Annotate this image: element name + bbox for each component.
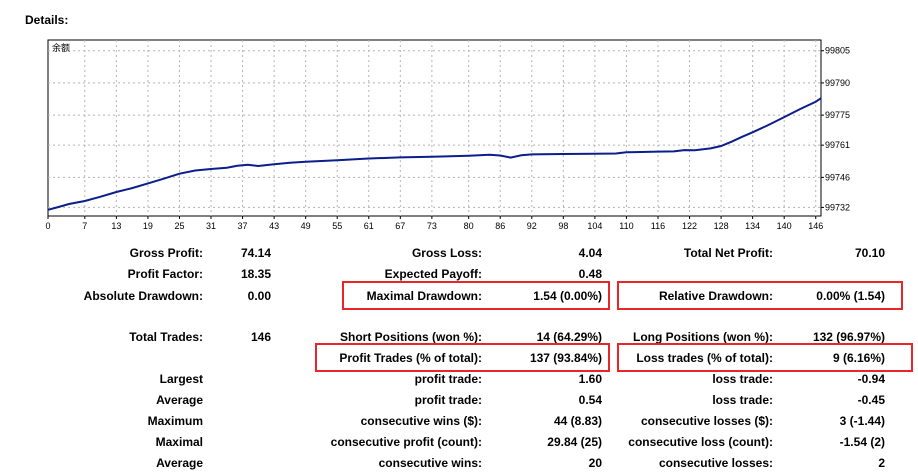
chart-grid (48, 40, 821, 216)
avg-cons-losses-label: consecutive losses: (658, 456, 773, 470)
profit-trades-value: 137 (93.84%) (529, 351, 602, 365)
maximal-cons-profit-label: consecutive profit (count): (330, 435, 482, 449)
max-cons-wins-label: consecutive wins ($): (360, 414, 482, 428)
balance-chart: 0 7 13 19 25 31 37 43 49 55 61 67 73 80 86 92 98 104 110 11… (45, 39, 850, 231)
x-tick-label: 73 (427, 221, 437, 231)
x-tick-label: 122 (682, 221, 697, 231)
x-tick-label: 13 (111, 221, 121, 231)
loss-trades-value: 9 (6.16%) (832, 351, 885, 365)
maximal-cons-loss-value: -1.54 (2) (839, 435, 885, 449)
highlight-relative-drawdown (617, 281, 903, 310)
x-tick-label: 49 (301, 221, 311, 231)
x-tick-label: 25 (174, 221, 184, 231)
x-tick-label: 31 (206, 221, 216, 231)
largest-profit-value: 1.60 (578, 372, 602, 386)
total-trades-label: Total Trades: (129, 330, 203, 344)
avg-cons-losses-value: 2 (878, 456, 885, 470)
largest-loss-value: -0.94 (857, 372, 885, 386)
x-tick-label: 80 (464, 221, 474, 231)
expected-payoff-label: Expected Payoff: (384, 267, 482, 281)
chart-plot-area (47, 39, 822, 217)
max-cons-losses-label: consecutive losses ($): (640, 414, 773, 428)
x-tick-label: 61 (364, 221, 374, 231)
average2-label: Average (156, 456, 203, 470)
maximal-cons-profit-value: 29.84 (25) (547, 435, 602, 449)
x-tick-label: 7 (82, 221, 87, 231)
largest-label: Largest (159, 372, 203, 386)
average-loss-label: loss trade: (712, 393, 773, 407)
profit-factor-value: 18.35 (240, 267, 271, 281)
average-loss-value: -0.45 (857, 393, 885, 407)
loss-trades-label: Loss trades (% of total): (636, 351, 773, 365)
highlight-loss-trades (617, 343, 913, 372)
profit-factor-label: Profit Factor: (127, 267, 203, 281)
x-tick-label: 146 (808, 221, 823, 231)
highlight-maximal-drawdown (342, 281, 610, 310)
profit-trades-label: Profit Trades (% of total): (339, 351, 482, 365)
y-tick-label: 99746 (825, 172, 850, 182)
expected-payoff-value: 0.48 (578, 267, 602, 281)
x-tick-label: 67 (395, 221, 405, 231)
absolute-drawdown-label: Absolute Drawdown: (83, 289, 203, 303)
short-positions-value: 14 (64.29%) (536, 330, 602, 344)
x-axis-ticks: 0 7 13 19 25 31 37 43 49 55 61 67 73 80 86 92 98 104 110 11… (45, 216, 823, 231)
largest-loss-label: loss trade: (712, 372, 773, 386)
x-tick-label: 116 (651, 221, 665, 231)
y-tick-label: 99775 (825, 110, 850, 120)
long-positions-value: 132 (96.97%) (812, 330, 885, 344)
average-label: Average (156, 393, 203, 407)
short-positions-label: Short Positions (won %): (340, 330, 482, 344)
x-tick-label: 37 (238, 221, 248, 231)
gross-profit-label: Gross Profit: (129, 246, 203, 260)
x-tick-label: 19 (143, 221, 153, 231)
average-profit-label: profit trade: (414, 393, 482, 407)
long-positions-label: Long Positions (won %): (633, 330, 773, 344)
x-tick-label: 140 (777, 221, 792, 231)
x-tick-label: 43 (269, 221, 279, 231)
maximum-label: Maximum (147, 414, 203, 428)
y-axis-ticks: 99732 99746 99761 99775 99790 99805 (821, 46, 850, 212)
y-tick-label: 99805 (825, 46, 850, 56)
gross-loss-label: Gross Loss: (411, 246, 482, 260)
x-tick-label: 86 (495, 221, 505, 231)
maximal-drawdown-label: Maximal Drawdown: (366, 289, 482, 303)
x-tick-label: 98 (558, 221, 568, 231)
x-tick-label: 134 (745, 221, 760, 231)
avg-cons-wins-value: 20 (588, 456, 602, 470)
x-tick-label: 92 (527, 221, 537, 231)
relative-drawdown-value: 0.00% (1.54) (816, 289, 885, 303)
x-tick-label: 0 (45, 221, 50, 231)
x-tick-label: 128 (714, 221, 729, 231)
average-profit-value: 0.54 (578, 393, 602, 407)
maximal-label: Maximal (155, 435, 203, 449)
y-tick-label: 99732 (825, 202, 850, 212)
maximal-cons-loss-label: consecutive loss (count): (628, 435, 773, 449)
max-cons-losses-value: 3 (-1.44) (839, 414, 885, 428)
largest-profit-label: profit trade: (414, 372, 482, 386)
balance-line (47, 97, 822, 211)
gross-loss-value: 4.04 (578, 246, 602, 260)
x-tick-label: 110 (619, 221, 633, 231)
max-cons-wins-value: 44 (8.83) (553, 414, 602, 428)
total-net-profit-value: 70.10 (854, 246, 885, 260)
total-trades-value: 146 (250, 330, 271, 344)
y-tick-label: 99790 (825, 78, 850, 88)
chart-legend: 余额 (52, 42, 70, 54)
gross-profit-value: 74.14 (240, 246, 271, 260)
details-title: Details: (25, 13, 69, 27)
x-tick-label: 55 (332, 221, 342, 231)
absolute-drawdown-value: 0.00 (247, 289, 271, 303)
y-tick-label: 99761 (825, 140, 850, 150)
highlight-profit-trades (315, 343, 610, 372)
relative-drawdown-label: Relative Drawdown: (658, 289, 773, 303)
total-net-profit-label: Total Net Profit: (683, 246, 773, 260)
maximal-drawdown-value: 1.54 (0.00%) (533, 289, 602, 303)
avg-cons-wins-label: consecutive wins: (378, 456, 482, 470)
x-tick-label: 104 (587, 221, 602, 231)
